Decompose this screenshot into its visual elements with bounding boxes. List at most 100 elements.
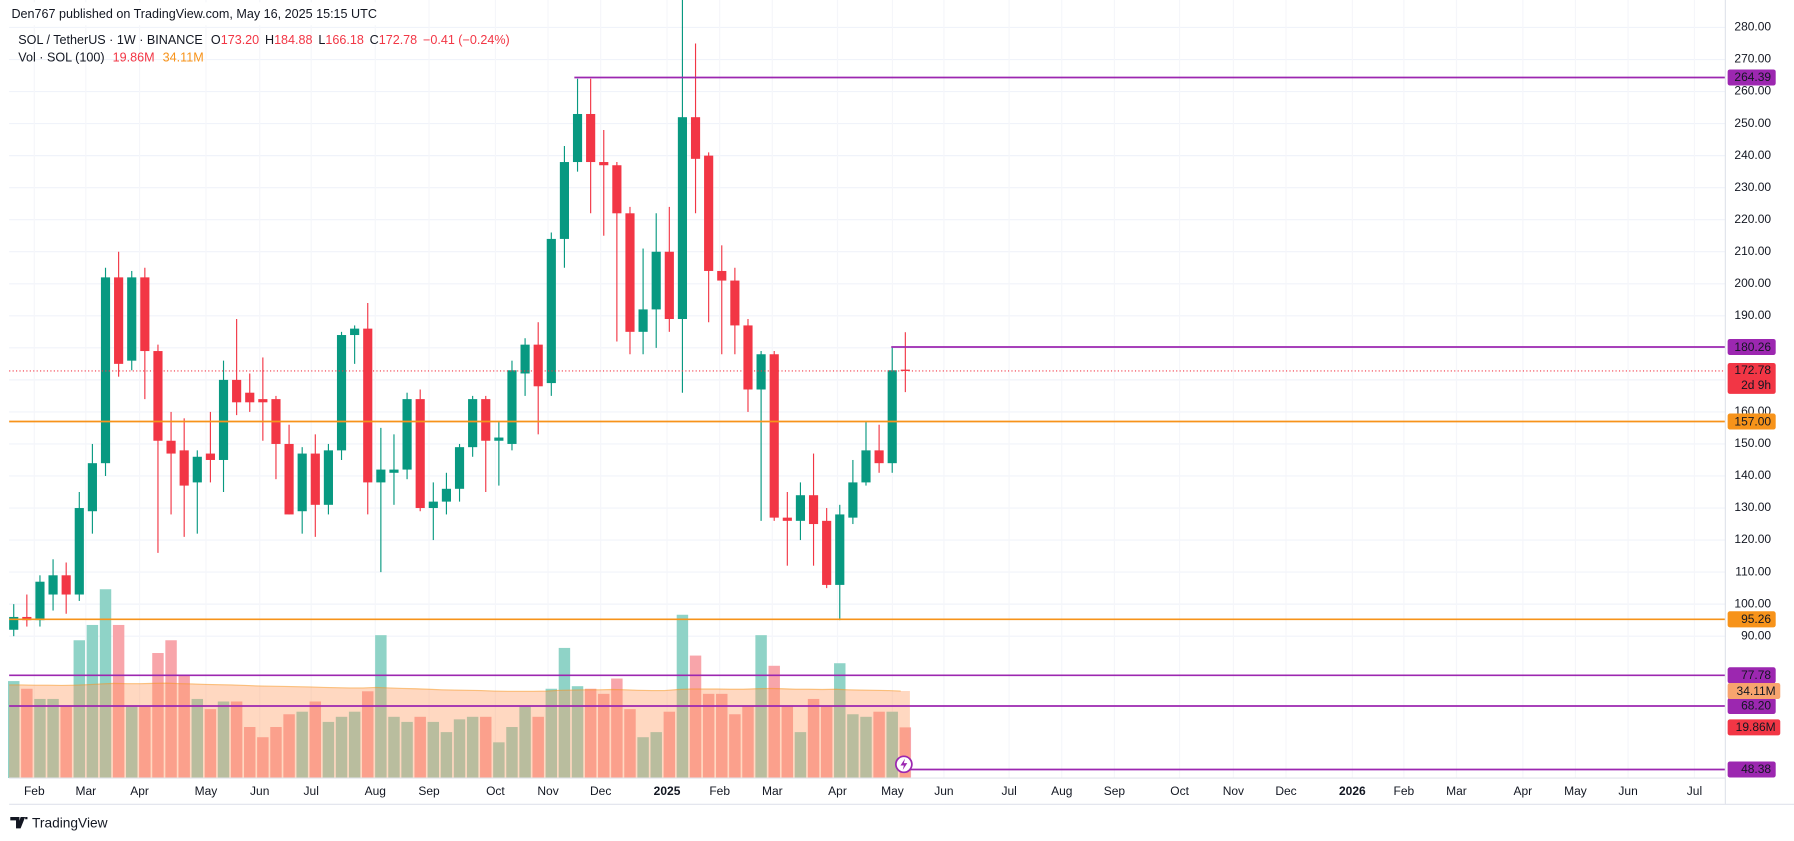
volume-bar <box>191 698 204 779</box>
level-label: 95.26 <box>1741 612 1771 626</box>
volume-bar <box>689 655 702 779</box>
volume-bar <box>178 675 190 779</box>
o-key: O <box>211 34 221 48</box>
last-price-tag <box>1727 362 1776 394</box>
candle-body <box>166 440 176 454</box>
candle-body <box>730 280 740 326</box>
volume-bar <box>126 706 138 779</box>
y-tick-label: 140.00 <box>1734 468 1771 482</box>
candle-body <box>389 469 399 473</box>
candle-body <box>717 270 727 281</box>
x-tick-label: Dec <box>590 784 611 798</box>
brand: TradingView <box>10 815 108 830</box>
volume-bar <box>729 714 741 779</box>
volume-bar <box>794 732 807 779</box>
candle-body <box>468 399 478 448</box>
volume-bar <box>466 716 479 779</box>
candle-body <box>572 113 583 163</box>
x-tick-label: Mar <box>762 784 783 798</box>
candle-body <box>677 117 688 320</box>
volume-bar <box>60 706 72 779</box>
level-tag <box>1727 761 1776 778</box>
candle-body <box>100 277 111 464</box>
volume-bar <box>414 716 426 779</box>
x-tick-label: Aug <box>1051 784 1072 798</box>
volume-last-tag <box>1727 719 1781 736</box>
header-bg <box>9 2 387 26</box>
x-tick-label: Jul <box>304 784 319 798</box>
volume-bar <box>847 714 859 779</box>
published-note: Den767 published on TradingView.com, May… <box>11 7 376 21</box>
volume-ma-line <box>9 682 901 692</box>
x-tick-label: Jun <box>934 784 953 798</box>
x-tick-label: Apr <box>828 784 847 798</box>
candle-body <box>481 399 491 441</box>
grid <box>9 0 1726 779</box>
volume-bar <box>139 706 151 779</box>
y-tick-label: 190.00 <box>1734 308 1771 322</box>
volume-bar <box>702 693 715 779</box>
y-tick-label: 150.00 <box>1734 436 1771 450</box>
candle-body <box>782 517 792 521</box>
volume-bar <box>650 732 662 779</box>
volume-ma-label: 34.11M <box>1737 684 1776 698</box>
volume-bar <box>611 678 623 779</box>
volume-bar <box>860 716 872 779</box>
volume-bar <box>781 706 794 779</box>
level-tag <box>1727 413 1776 430</box>
candle-body <box>402 399 412 470</box>
volume-bar <box>21 688 33 779</box>
candle-body <box>507 370 517 444</box>
candle-body <box>415 399 425 509</box>
level-tag <box>1727 667 1776 684</box>
y-tick-label: 130.00 <box>1734 500 1771 514</box>
volume-bar <box>506 727 518 779</box>
volume-name: Vol · SOL (100) <box>18 51 104 65</box>
level-tag <box>1727 611 1776 628</box>
candle-body <box>638 309 648 332</box>
candle-body <box>612 165 622 214</box>
x-tick-label: Apr <box>130 784 149 798</box>
x-tick-label: Oct <box>1170 784 1189 798</box>
candle-body <box>533 344 543 387</box>
volume-bar <box>545 688 558 779</box>
candle-body <box>861 450 871 483</box>
candle-body <box>87 463 97 512</box>
x-tick-label: Sep <box>1104 784 1126 798</box>
candle-body <box>520 344 530 374</box>
x-tick-label: Mar <box>1446 784 1467 798</box>
volume-bar <box>322 721 335 779</box>
volume-bar <box>480 716 492 779</box>
y-tick-label: 230.00 <box>1734 180 1771 194</box>
candle-body <box>127 277 137 361</box>
candle-body <box>153 351 163 441</box>
last-price-label: 172.78 <box>1734 363 1771 377</box>
volume-bar <box>244 727 256 779</box>
volume-bar <box>152 653 164 779</box>
x-tick-label: Oct <box>486 784 505 798</box>
candle-body <box>664 251 674 320</box>
volume-bar <box>34 698 46 779</box>
volume-bar <box>519 706 531 779</box>
volume-bar <box>493 742 505 779</box>
candle-body <box>625 213 635 332</box>
volume-bar <box>217 701 230 779</box>
candle-body <box>35 581 45 621</box>
volume-bar <box>165 640 177 779</box>
level-label: 157.00 <box>1734 414 1771 428</box>
candle-body <box>245 392 255 403</box>
level-label: 77.78 <box>1741 668 1771 682</box>
volume-bar <box>270 727 282 779</box>
y-tick-label: 110.00 <box>1735 564 1771 578</box>
candle-body <box>808 495 819 525</box>
volume-bar <box>47 698 59 779</box>
level-label: 264.39 <box>1734 70 1771 84</box>
candle-body <box>205 453 215 460</box>
candle-body <box>690 117 701 159</box>
brand-logo <box>10 816 28 829</box>
volume-bar <box>571 686 584 779</box>
candle-body <box>297 453 307 512</box>
volume-bar <box>348 711 361 779</box>
x-tick-label: Aug <box>365 784 386 798</box>
